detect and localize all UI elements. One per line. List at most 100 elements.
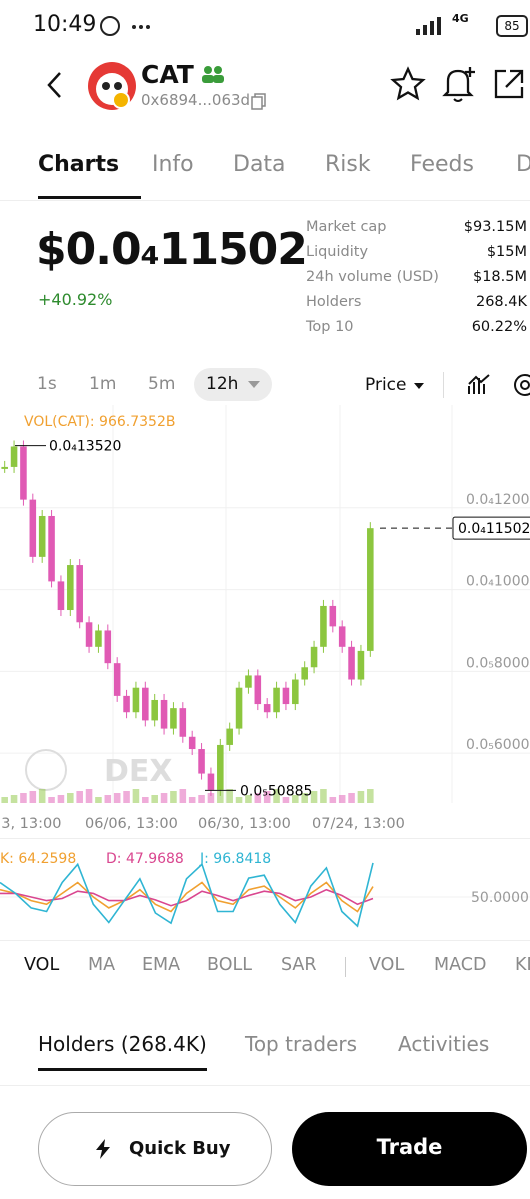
tab[interactable]: Charts — [38, 152, 120, 177]
candle-body — [57, 581, 65, 611]
volume-bar — [170, 791, 177, 803]
indicator-tab[interactable]: BOLL — [207, 955, 252, 975]
favorite-icon[interactable] — [390, 66, 426, 102]
candle-body — [310, 646, 318, 668]
x-tick-label: 06/06, 13:00 — [85, 816, 178, 832]
indicator-tab[interactable]: VOL — [369, 955, 405, 975]
quick-buy-button[interactable] — [38, 1112, 272, 1186]
candle-body — [329, 605, 337, 627]
indicator-tab[interactable]: MACD — [434, 955, 487, 975]
network: 4G — [452, 12, 469, 25]
kdj-legend: J: 96.8418 — [199, 851, 271, 867]
x-tick-label: 06/30, 13:00 — [198, 816, 291, 832]
dropdown-arrow — [414, 383, 424, 389]
indicator-tab[interactable]: VOL — [24, 955, 60, 975]
kdj-line — [0, 881, 374, 913]
volume-bar — [329, 797, 337, 803]
indicator-tab[interactable]: MA — [88, 955, 116, 975]
indicator-icon[interactable] — [466, 372, 492, 398]
timeframe[interactable]: 1s — [37, 374, 57, 394]
stat-label: Market cap — [306, 219, 387, 235]
candle-body — [95, 630, 102, 647]
stat-value: 60.22% — [471, 319, 527, 335]
stat-label: Top 10 — [306, 319, 354, 335]
bolt-icon — [96, 1139, 110, 1159]
tab[interactable]: Data — [233, 152, 286, 177]
volume-bar — [263, 791, 271, 803]
candle-body — [160, 699, 168, 729]
volume-bar — [217, 791, 224, 803]
divider — [443, 372, 444, 398]
back-button[interactable] — [40, 65, 70, 105]
tab[interactable]: Info — [152, 152, 194, 177]
volume-bar — [245, 795, 252, 803]
y-tick-label: 0.0₄1200 — [466, 492, 530, 508]
candle-body — [123, 695, 130, 713]
indicator-tab[interactable]: EMA — [142, 955, 181, 975]
price-chart: 0.0₄1200 0.0₄1000 0.0₅8000 0.0₅6000 VOL(CAT)… — [0, 405, 530, 832]
settings-icon[interactable] — [512, 372, 530, 398]
price-toggle[interactable]: Price — [365, 375, 407, 395]
candle-body — [301, 667, 308, 680]
volume-bar — [254, 793, 262, 803]
copy-icon[interactable] — [250, 92, 268, 110]
volume-bar — [123, 791, 130, 803]
tab[interactable]: D — [516, 152, 530, 177]
share-icon[interactable] — [492, 67, 526, 101]
bottom-tab[interactable]: Activities — [398, 1032, 490, 1056]
tab[interactable]: Feeds — [410, 152, 474, 177]
stat-label: Holders — [306, 294, 362, 310]
volume-bar — [113, 793, 121, 803]
kdj-legend: K: 64.2598 — [0, 851, 76, 867]
bottom-tab[interactable]: Top traders — [245, 1032, 358, 1056]
candle-body — [357, 650, 365, 680]
y-tick-label: 0.0₄1000 — [466, 574, 530, 590]
volume-bar — [348, 793, 355, 803]
indicator-tab[interactable]: KDJ — [515, 955, 530, 975]
x-tick-label: 07/24, 13:00 — [312, 816, 405, 832]
token-address: 0x6894...063d — [141, 91, 251, 109]
timeframe[interactable]: 5m — [148, 374, 176, 394]
volume-bar — [29, 791, 37, 803]
tab[interactable]: Risk — [325, 152, 371, 177]
volume-bar — [198, 795, 205, 803]
stat-label: Liquidity — [306, 244, 369, 260]
candle-body — [188, 736, 196, 750]
candle-body — [76, 565, 83, 623]
volume-bar — [38, 789, 46, 803]
divider — [0, 940, 530, 941]
candle-body — [207, 773, 215, 790]
volume-bar — [282, 797, 290, 803]
candle-body — [113, 663, 121, 696]
volume-bar — [179, 789, 187, 803]
alert-icon[interactable] — [440, 64, 478, 104]
y-tick-label: 0.0₅8000 — [466, 655, 530, 671]
trade-label[interactable]: Trade — [376, 1135, 443, 1159]
stat-value: $18.5M — [472, 269, 527, 285]
candle-body — [198, 749, 205, 774]
volume-bar — [132, 789, 140, 803]
volume-bar — [226, 789, 233, 803]
timeframe[interactable]: 12h — [206, 374, 239, 394]
candle-body — [1, 466, 8, 469]
candle-body — [226, 728, 233, 745]
y-tick-label: 50.0000 — [471, 890, 529, 906]
volume-bar — [160, 793, 168, 803]
bottom-tab[interactable]: Holders (268.4K) — [38, 1032, 207, 1056]
volume-bar — [104, 795, 112, 803]
volume-bar — [1, 797, 8, 803]
volume-bar — [20, 793, 27, 803]
timeframe[interactable]: 1m — [89, 374, 117, 394]
high-label: 0.0₄13520 — [49, 439, 121, 455]
candle-body — [338, 626, 346, 647]
volume-bar — [151, 795, 158, 803]
trade-button[interactable] — [292, 1112, 527, 1186]
quick-buy-label[interactable]: Quick Buy — [129, 1138, 231, 1159]
candle-body — [85, 622, 93, 647]
candle-body — [151, 699, 158, 721]
x-tick-label: 13, 13:00 — [0, 816, 61, 832]
volume-bar — [67, 793, 74, 803]
indicator-tab[interactable]: SAR — [281, 955, 317, 975]
kdj-line — [0, 862, 374, 928]
